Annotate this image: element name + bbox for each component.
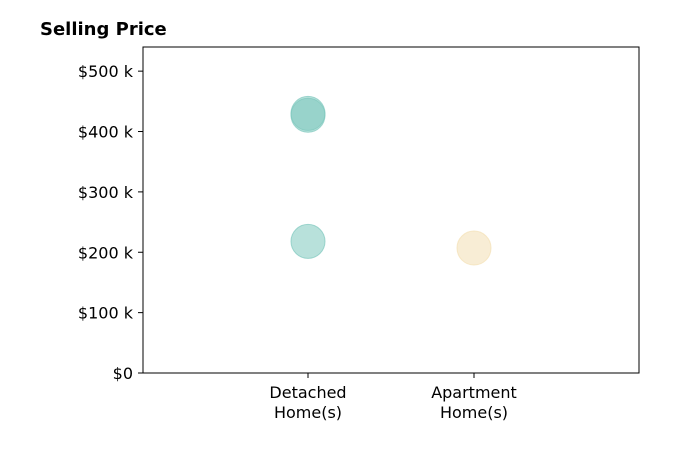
y-tick-label: $0	[113, 364, 133, 383]
y-tick-label: $200 k	[78, 243, 134, 262]
plot-area: $0 $100 k $200 k $300 k $400 k $500 k Detached…	[78, 46, 640, 422]
x-tick-label: Detached Home(s)	[269, 383, 346, 422]
y-tick-label: $100 k	[78, 304, 134, 323]
chart-title: Selling Price	[40, 19, 167, 40]
y-tick-label: $300 k	[78, 183, 134, 202]
y-tick-label: $500 k	[78, 62, 134, 81]
data-point	[456, 230, 492, 266]
plot-frame	[142, 46, 640, 374]
y-tick-label: $400 k	[78, 123, 134, 142]
data-point	[290, 97, 326, 133]
x-tick-label: Apartment Home(s)	[431, 383, 517, 422]
data-point	[290, 223, 326, 259]
